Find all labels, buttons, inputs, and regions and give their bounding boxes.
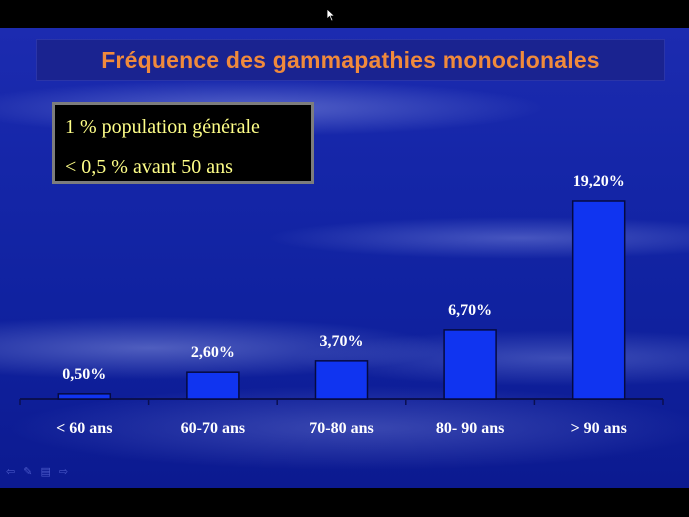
x-tick-label: > 90 ans xyxy=(571,420,627,437)
data-label: 19,20% xyxy=(573,173,625,190)
slide-title: Fréquence des gammapathies monoclonales xyxy=(101,46,600,73)
info-line-2: < 0,5 % avant 50 ans xyxy=(65,156,233,178)
x-tick-label: 80- 90 ans xyxy=(436,420,504,437)
bar xyxy=(57,393,112,400)
pen-icon[interactable]: ✎ xyxy=(23,465,33,478)
slide: Fréquence des gammapathies monoclonales … xyxy=(0,28,689,488)
bar xyxy=(443,329,497,400)
bar-chart: 0,50% < 60 ans 2,60% 60-70 ans 3,70% 70-80 an… xyxy=(19,173,664,437)
bar xyxy=(571,200,626,400)
bar xyxy=(186,371,240,400)
data-label: 3,70% xyxy=(320,333,364,350)
x-tick-label: < 60 ans xyxy=(56,420,112,437)
data-label: 2,60% xyxy=(191,344,235,361)
data-label: 6,70% xyxy=(448,302,492,319)
mouse-cursor-icon xyxy=(326,8,336,22)
prev-arrow-icon[interactable]: ⇦ xyxy=(6,465,16,478)
x-tick-label: 70-80 ans xyxy=(309,420,373,437)
menu-icon[interactable]: ▤ xyxy=(40,465,51,478)
info-line-1: 1 % population générale xyxy=(65,116,260,138)
slide-nav: ⇦ ✎ ▤ ⇨ xyxy=(6,465,68,478)
bar xyxy=(314,360,369,400)
title-bar: Fréquence des gammapathies monoclonales xyxy=(36,39,665,81)
x-tick-label: 60-70 ans xyxy=(181,420,245,437)
data-label: 0,50% xyxy=(62,366,106,383)
info-box: 1 % population générale < 0,5 % avant 50… xyxy=(52,102,314,184)
next-arrow-icon[interactable]: ⇨ xyxy=(58,465,69,478)
